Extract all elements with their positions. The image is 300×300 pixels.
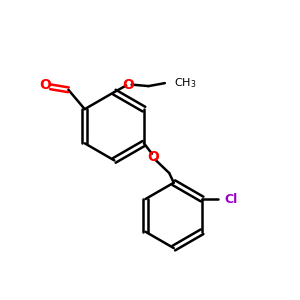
Text: O: O — [39, 78, 51, 92]
Text: Cl: Cl — [224, 193, 238, 206]
Text: CH$_3$: CH$_3$ — [174, 76, 196, 90]
Text: O: O — [147, 150, 159, 164]
Text: O: O — [122, 78, 134, 92]
